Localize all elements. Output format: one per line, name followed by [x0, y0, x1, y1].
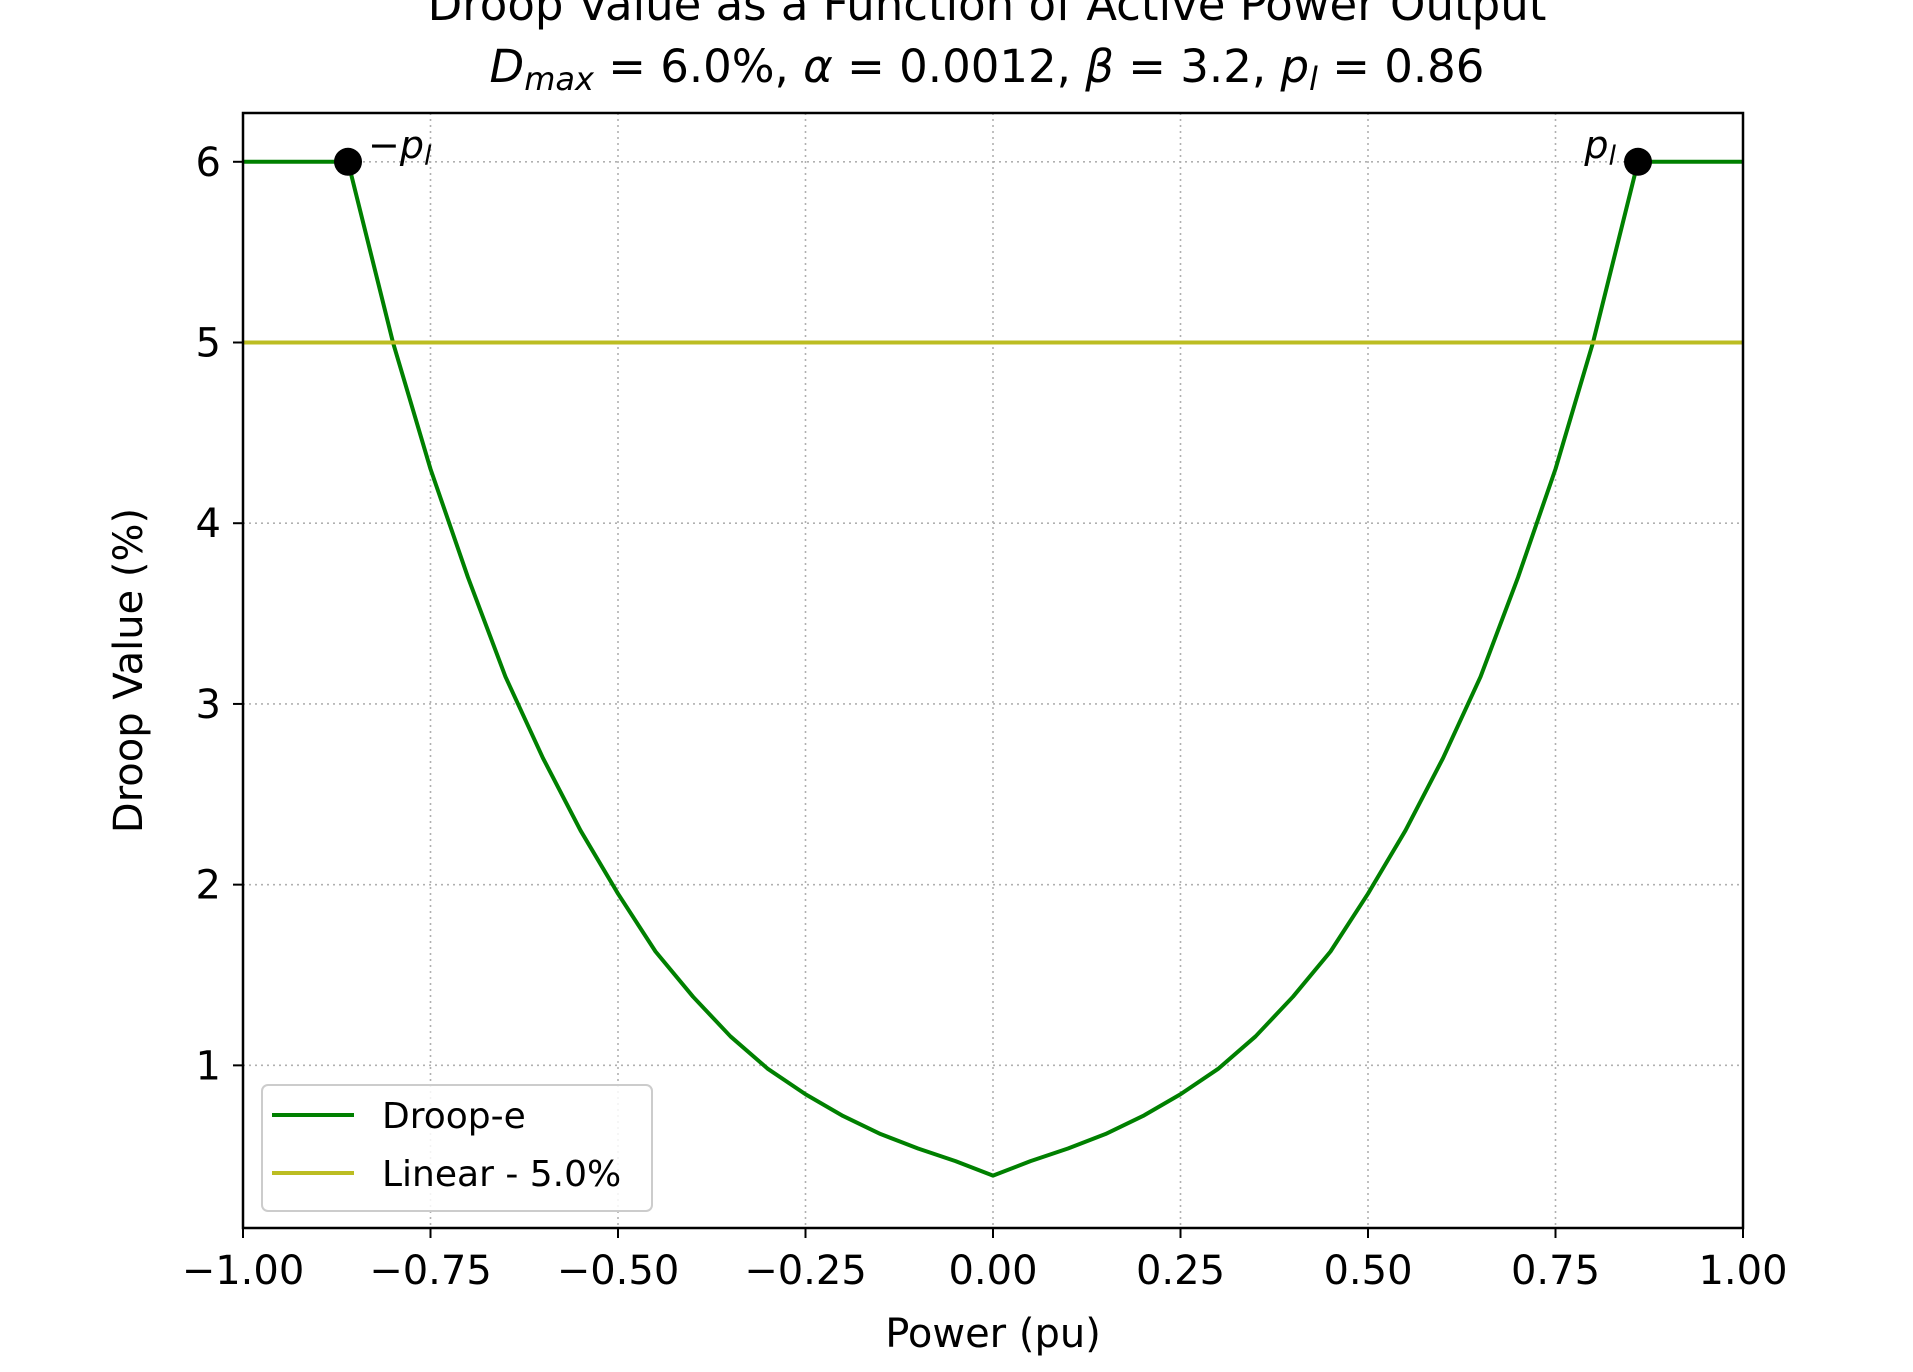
x-tick-label: −0.25 — [744, 1248, 867, 1294]
y-axis-label: Droop Value (%) — [106, 508, 152, 833]
x-tick-label: 1.00 — [1698, 1248, 1787, 1294]
x-tick-label: 0.25 — [1136, 1248, 1225, 1294]
x-tick-label: −0.50 — [557, 1248, 680, 1294]
x-tick-label: 0.75 — [1511, 1248, 1600, 1294]
marker-point-0 — [334, 147, 362, 176]
annotation-label: pl — [1583, 123, 1616, 172]
y-tick-label: 6 — [196, 140, 221, 186]
y-tick-label: 3 — [196, 682, 221, 728]
marker-layer — [334, 147, 1652, 176]
grid — [242, 113, 1744, 1228]
plot-frame — [241, 111, 1745, 1230]
series-layer — [243, 159, 1743, 1178]
marker-point-1 — [1624, 147, 1652, 176]
legend-label: Droop-e — [382, 1096, 526, 1137]
y-tick-label: 2 — [196, 863, 221, 909]
y-tick-label: 4 — [196, 501, 221, 547]
axis-ticks: −1.00 −0.75 −0.50 −0.25 0.00 0.25 0.50 0.75 1.00… — [182, 140, 1788, 1294]
annotation-label: −pl — [368, 123, 432, 172]
legend-label: Linear - 5.0% — [382, 1154, 621, 1195]
y-tick-label: 1 — [196, 1043, 221, 1089]
y-tick-label: 5 — [196, 321, 221, 367]
x-tick-label: −1.00 — [182, 1248, 305, 1294]
chart-title: Droop Value as a Function of Active Powe… — [428, 0, 1547, 31]
x-axis-label: Power (pu) — [885, 1311, 1101, 1357]
series-line-0 — [243, 159, 1743, 1178]
x-tick-label: 0.50 — [1323, 1248, 1412, 1294]
annotations: −pl pl — [368, 123, 1616, 172]
legend-box — [261, 1084, 653, 1212]
x-tick-label: 0.00 — [948, 1248, 1037, 1294]
x-tick-label: −0.75 — [369, 1248, 492, 1294]
chart-title-group: Droop Value as a Function of Active Powe… — [428, 0, 1547, 98]
legend: Droop-e Linear - 5.0% — [261, 1084, 653, 1212]
chart-subtitle: Dmax = 6.0%, α = 0.0012, β = 3.2, pl = 0… — [490, 40, 1485, 98]
